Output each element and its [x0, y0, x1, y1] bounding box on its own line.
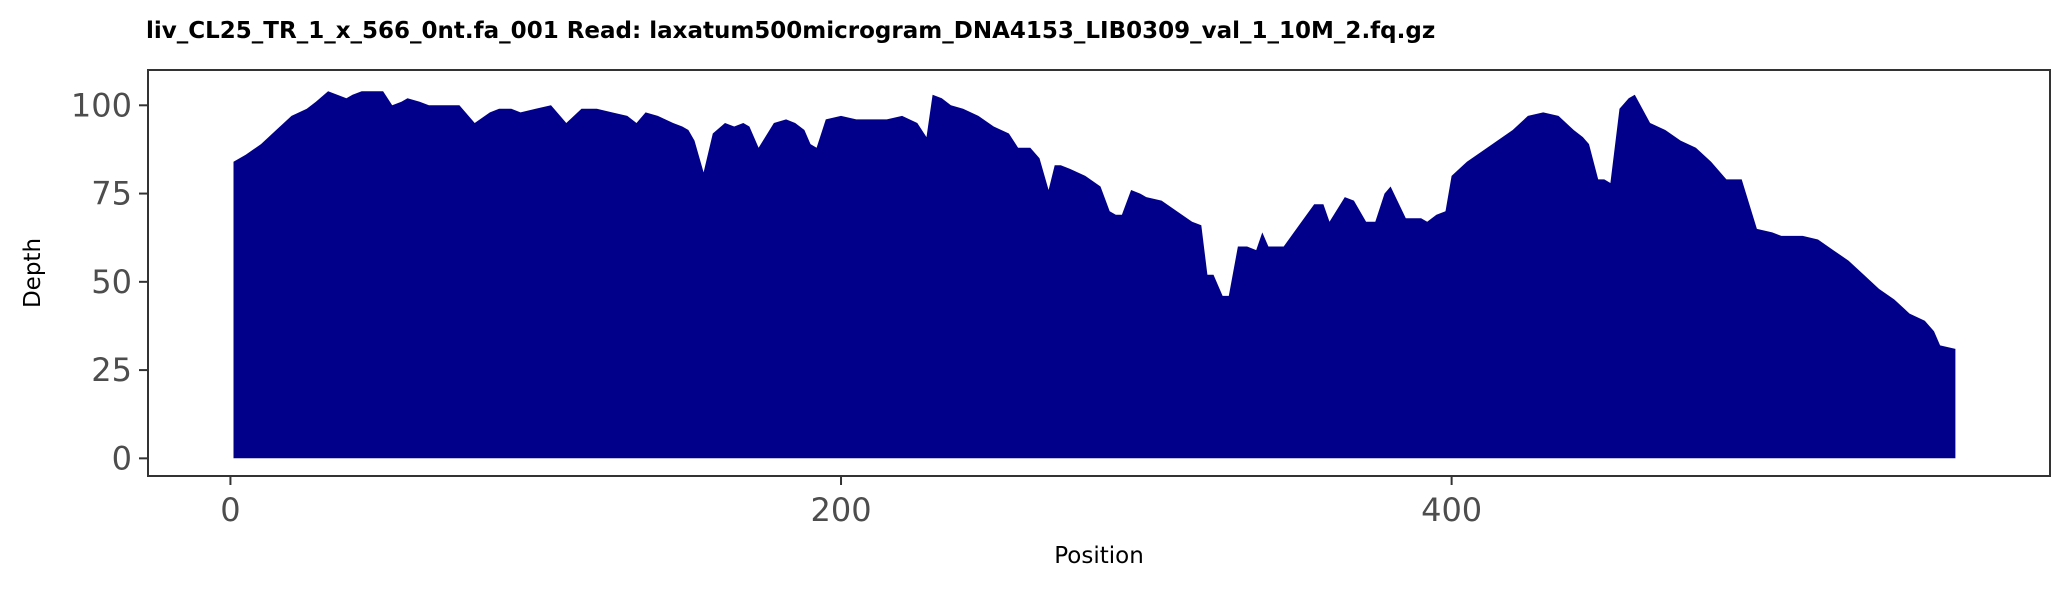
chart-title: liv_CL25_TR_1_x_566_0nt.fa_001 Read: lax…	[146, 18, 1436, 44]
y-tick-label: 25	[91, 351, 132, 389]
area-layer	[233, 91, 1956, 459]
y-axis-title: Depth	[20, 238, 46, 308]
y-tick-label: 100	[71, 86, 132, 124]
x-tick-label: 200	[810, 491, 871, 529]
x-axis-title: Position	[1054, 543, 1144, 569]
y-tick-label: 50	[91, 263, 132, 301]
y-axis: 0 25 50 75 100	[71, 86, 148, 477]
plot-panel	[147, 69, 2051, 477]
y-tick-label: 0	[112, 439, 132, 477]
depth-area	[233, 91, 1956, 459]
x-tick-label: 400	[1421, 491, 1482, 529]
x-axis: 0 200 400	[220, 476, 1482, 529]
y-tick-label: 75	[91, 175, 132, 213]
x-tick-label: 0	[220, 491, 240, 529]
